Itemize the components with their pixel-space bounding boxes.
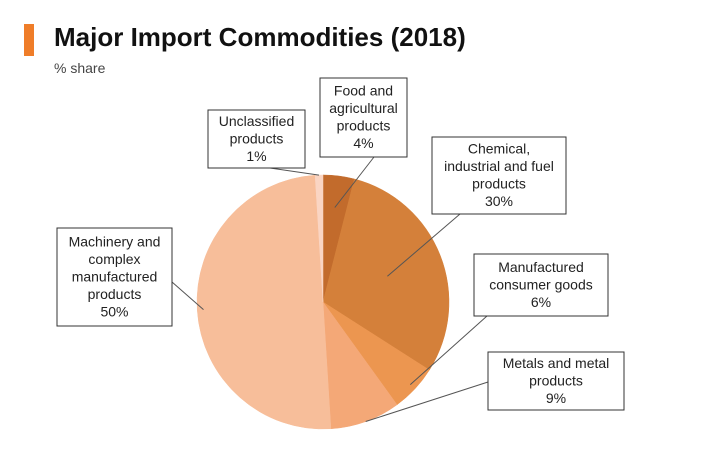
slice-value-label: 1% [246, 148, 266, 164]
slice-label-box [207, 109, 306, 169]
slice-name-line: industrial and fuel [444, 158, 554, 174]
chart-title: Major Import Commodities (2018) [54, 22, 466, 52]
slice-label: Food and agricultural products 4% [329, 83, 397, 152]
slice-name-line: manufactured [72, 268, 158, 284]
slice-name-line: products [230, 130, 284, 146]
leader-line [409, 315, 488, 385]
slice-value-label: 6% [531, 294, 551, 310]
slice-name-line: Chemical, [468, 141, 530, 157]
chart-subtitle: % share [54, 60, 106, 76]
slice-name-line: Metals and metal [503, 355, 610, 371]
slice-name-line: Food and [334, 83, 393, 99]
slice-name-line: complex [88, 251, 140, 267]
pie-slice [196, 174, 332, 430]
title-accent-bar [24, 24, 34, 56]
slice-label-box [431, 136, 567, 215]
slice-label: Machinery and complex manufactured products… [69, 233, 161, 319]
slice-value-label: 30% [485, 193, 513, 209]
slice-label: Unclassified products 1% [219, 113, 294, 164]
leader-line [269, 167, 320, 176]
pie-slice [314, 174, 324, 303]
slice-name-line: products [529, 372, 583, 388]
slice-label: Manufactured consumer goods 6% [489, 259, 593, 310]
slice-value-label: 4% [353, 135, 373, 151]
leader-line [171, 281, 204, 310]
slice-name-line: Machinery and [69, 233, 161, 249]
slice-name-line: products [337, 118, 391, 134]
slice-label: Chemical, industrial and fuel products 30% [444, 141, 554, 210]
slice-name-line: Manufactured [498, 259, 584, 275]
slice-label-box [56, 227, 173, 327]
leader-line [334, 156, 375, 208]
slice-name-line: agricultural [329, 100, 397, 116]
slice-value-label: 9% [546, 390, 566, 406]
slice-label-box [473, 253, 609, 317]
slice-name-line: Unclassified [219, 113, 294, 129]
slice-name-line: products [88, 286, 142, 302]
slice-label-box [487, 351, 625, 411]
slice-name-line: products [472, 176, 526, 192]
leader-line [387, 213, 461, 277]
slice-name-line: consumer goods [489, 276, 593, 292]
slice-label: Metals and metal products 9% [503, 355, 610, 406]
leader-line [365, 381, 489, 422]
pie-slice [322, 178, 450, 371]
slice-value-label: 50% [100, 303, 128, 319]
slice-label-box [319, 77, 408, 158]
